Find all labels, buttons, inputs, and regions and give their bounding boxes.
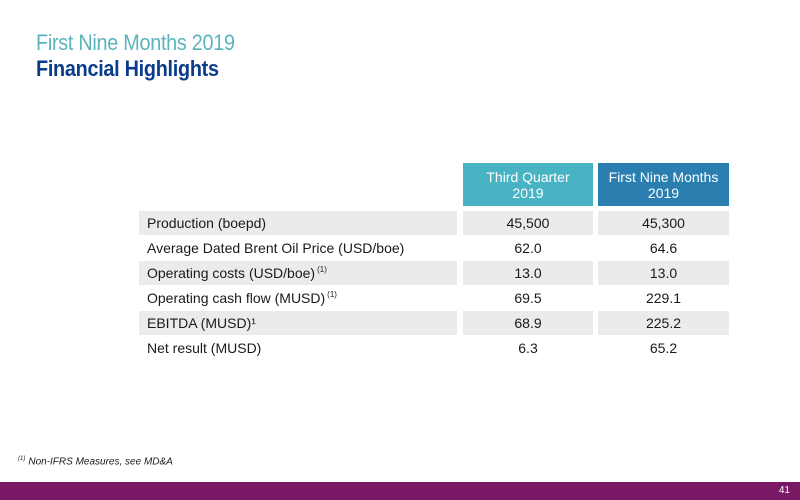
table-row: Operating cash flow (MUSD) (1) 69.5 229.1 [0, 286, 800, 310]
cell-third-quarter: 68.9 [463, 311, 593, 335]
column-header-first-nine-months: First Nine Months 2019 [598, 163, 729, 206]
table-row: Average Dated Brent Oil Price (USD/boe) … [0, 236, 800, 260]
cell-third-quarter: 13.0 [463, 261, 593, 285]
cell-third-quarter: 6.3 [518, 340, 538, 356]
footnote-ref: (1) [317, 265, 327, 275]
footnote-text: Non-IFRS Measures, see MD&A [28, 456, 173, 468]
column-header-first-nine-months-line2: 2019 [647, 184, 680, 201]
financial-table: Production (boepd) 45,500 45,300 Average… [0, 211, 800, 361]
page-subtitle: Financial Highlights [36, 56, 219, 81]
table-row: Production (boepd) 45,500 45,300 [0, 211, 800, 235]
cell-third-quarter: 69.5 [514, 290, 542, 306]
row-label: Net result (MUSD) [147, 340, 262, 356]
footer-bar: 41 [0, 482, 800, 500]
footnote: (1) Non-IFRS Measures, see MD&A [18, 456, 173, 467]
column-header-third-quarter-line2: 2019 [512, 184, 544, 201]
cell-first-nine-months: 65.2 [649, 340, 678, 356]
footnote-marker: (1) [18, 456, 26, 462]
table-row: EBITDA (MUSD)¹ 68.9 225.2 [0, 311, 800, 335]
cell-first-nine-months: 225.2 [598, 311, 729, 335]
page-number: 41 [778, 485, 790, 496]
footnote-ref: (1) [327, 290, 337, 300]
cell-third-quarter: 62.0 [514, 240, 542, 256]
table-row: Operating costs (USD/boe) (1) 13.0 13.0 [0, 261, 800, 285]
row-label: Operating cash flow (MUSD) (1) [147, 290, 337, 306]
row-label: Average Dated Brent Oil Price (USD/boe) [147, 240, 405, 256]
cell-first-nine-months: 64.6 [649, 240, 678, 256]
cell-first-nine-months: 13.0 [598, 261, 729, 285]
cell-third-quarter: 45,500 [463, 211, 593, 235]
column-header-third-quarter-line1: Third Quarter [486, 168, 570, 185]
cell-first-nine-months: 45,300 [598, 211, 729, 235]
row-label: Production (boepd) [139, 211, 457, 235]
column-header-first-nine-months-line1: First Nine Months [608, 168, 719, 185]
page-title: First Nine Months 2019 [36, 30, 235, 55]
row-label: Operating costs (USD/boe) (1) [139, 261, 457, 285]
cell-first-nine-months: 229.1 [645, 290, 682, 306]
row-label: EBITDA (MUSD)¹ [139, 311, 457, 335]
table-row: Net result (MUSD) 6.3 65.2 [0, 336, 800, 360]
column-header-third-quarter: Third Quarter 2019 [463, 163, 593, 206]
